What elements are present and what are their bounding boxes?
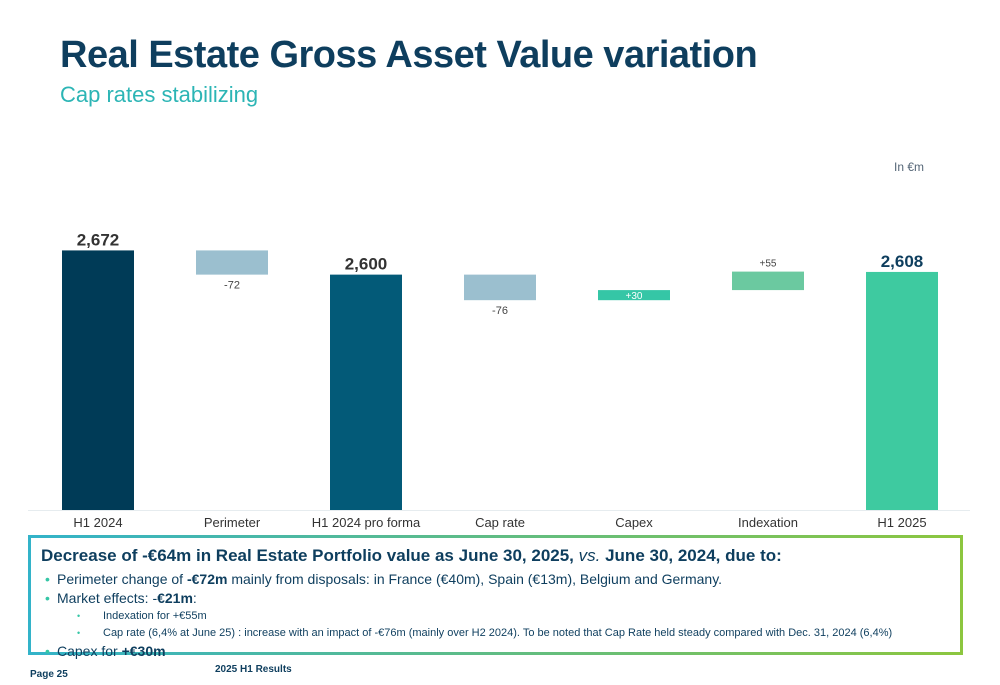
page-subtitle: Cap rates stabilizing <box>60 82 259 107</box>
document-name: 2025 H1 Results <box>215 664 292 675</box>
summary-list: Perimeter change of -€72m mainly from di… <box>41 570 950 661</box>
list-item-perimeter: Perimeter change of -€72m mainly from di… <box>41 570 950 589</box>
category-label-5: Indexation <box>738 515 798 530</box>
bar-2 <box>330 274 402 510</box>
category-label-3: Cap rate <box>475 515 525 530</box>
category-label-6: H1 2025 <box>877 515 926 530</box>
data-label-5: +55 <box>760 259 777 270</box>
category-label-1: Perimeter <box>204 515 261 530</box>
list-item-capex: Capex for +€30m <box>41 642 950 661</box>
category-label-0: H1 2024 <box>73 515 122 530</box>
waterfall-chart: 2,672 H1 2024 -72 Perimeter 2,600 H1 2024 pro… <box>28 230 970 530</box>
data-label-0: 2,672 <box>77 230 120 249</box>
bar-1 <box>196 250 268 275</box>
list-item-market-effects: Market effects: -€21m: <box>41 589 950 608</box>
data-label-4: +30 <box>626 291 643 302</box>
bar-0 <box>62 250 134 510</box>
data-label-3: -76 <box>492 305 508 317</box>
bar-3 <box>464 274 536 301</box>
category-label-2: H1 2024 pro forma <box>312 515 421 530</box>
summary-box: Decrease of -€64m in Real Estate Portfol… <box>28 535 963 661</box>
data-label-1: -72 <box>224 280 240 292</box>
list-item-indexation: Indexation for +€55m <box>41 608 950 625</box>
summary-headline: Decrease of -€64m in Real Estate Portfol… <box>41 546 782 565</box>
data-label-6: 2,608 <box>881 252 924 271</box>
list-item-cap-rate: Cap rate (6,4% at June 25) : increase wi… <box>41 625 950 642</box>
bar-6 <box>866 271 938 510</box>
bar-4 <box>598 290 670 301</box>
page-title: Real Estate Gross Asset Value variation <box>60 34 758 76</box>
data-label-2: 2,600 <box>345 255 388 274</box>
unit-label: In €m <box>893 160 924 174</box>
page-number: Page 25 <box>30 669 68 680</box>
category-label-4: Capex <box>615 515 653 530</box>
bar-5 <box>732 271 804 291</box>
